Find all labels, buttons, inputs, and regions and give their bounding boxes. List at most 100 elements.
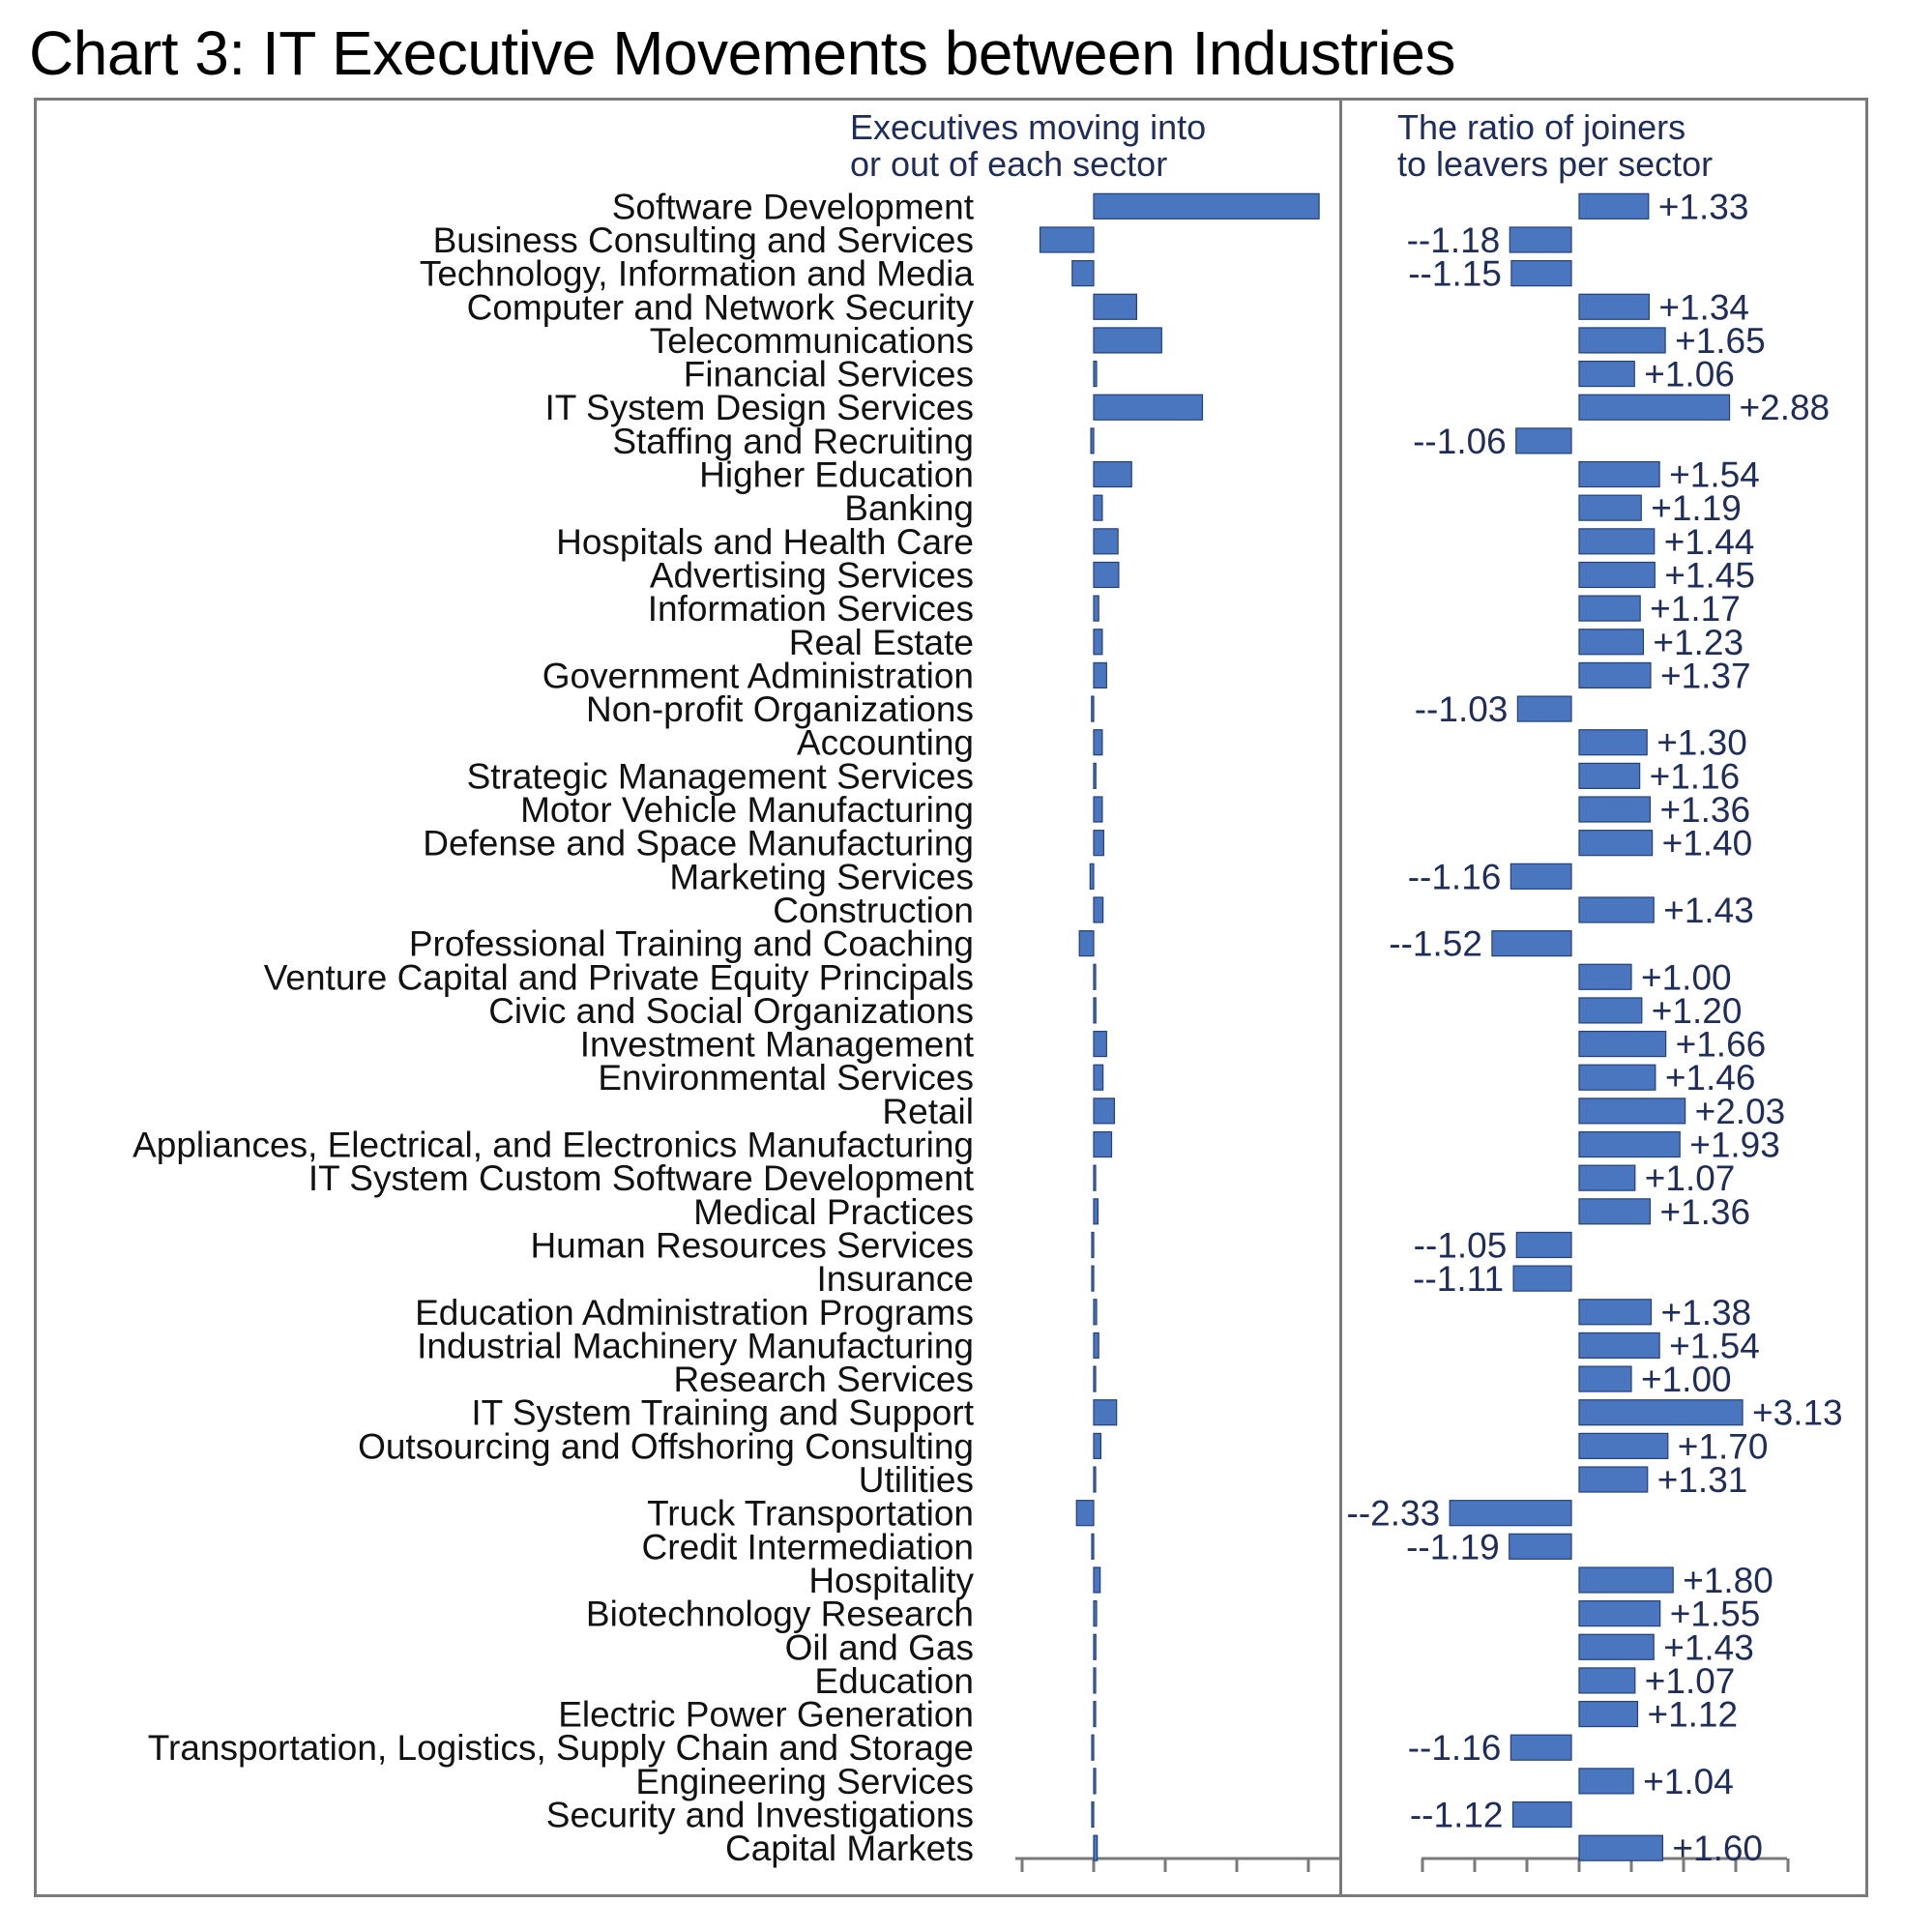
category-label-3: Computer and Network Security [467, 287, 975, 327]
category-label-28: Appliances, Electrical, and Electronics … [132, 1126, 974, 1165]
right-value-label-14: +1.37 [1660, 656, 1751, 695]
category-label-31: Human Resources Services [530, 1225, 974, 1265]
left-bar-40 [1091, 1533, 1095, 1560]
category-label-13: Real Estate [789, 623, 974, 662]
right-bar-47 [1578, 1768, 1634, 1795]
category-label-26: Environmental Services [598, 1058, 974, 1098]
right-value-label-5: +1.06 [1644, 355, 1735, 395]
right-value-label-24: +1.20 [1652, 991, 1743, 1031]
left-panel-title-line-0: Executives moving into [850, 107, 1207, 147]
right-bar-32 [1512, 1265, 1572, 1292]
right-bar-26 [1578, 1064, 1656, 1091]
left-bar-9 [1093, 494, 1103, 521]
category-label-47: Engineering Services [635, 1762, 974, 1801]
right-bar-17 [1578, 762, 1641, 789]
left-bar-8 [1093, 460, 1132, 488]
right-bar-2 [1510, 260, 1572, 287]
right-value-label-31: --1.05 [1414, 1225, 1508, 1265]
category-label-48: Security and Investigations [546, 1796, 974, 1835]
right-value-label-22: --1.52 [1389, 924, 1482, 964]
category-label-21: Construction [773, 891, 974, 930]
right-value-label-37: +1.70 [1678, 1426, 1769, 1466]
left-bar-6 [1093, 394, 1204, 421]
right-bar-42 [1578, 1600, 1661, 1627]
category-label-17: Strategic Management Services [467, 756, 974, 796]
left-bar-36 [1093, 1399, 1118, 1426]
left-bar-44 [1093, 1667, 1097, 1694]
right-value-label-45: +1.12 [1647, 1695, 1738, 1735]
right-bar-18 [1578, 796, 1652, 823]
right-bar-19 [1578, 830, 1654, 857]
right-bar-3 [1578, 293, 1650, 320]
right-value-label-36: +3.13 [1752, 1393, 1843, 1433]
right-bar-5 [1578, 360, 1635, 388]
left-bar-2 [1071, 260, 1095, 287]
left-bar-10 [1093, 528, 1119, 555]
category-label-10: Hospitals and Health Care [556, 522, 974, 562]
category-label-4: Telecommunications [650, 321, 974, 361]
right-bar-6 [1578, 394, 1731, 421]
right-value-label-11: +1.45 [1664, 555, 1755, 595]
right-value-label-26: +1.46 [1665, 1058, 1756, 1098]
left-bar-27 [1093, 1098, 1116, 1125]
right-value-label-46: --1.16 [1408, 1728, 1502, 1768]
category-label-38: Utilities [859, 1460, 974, 1500]
right-value-label-2: --1.15 [1408, 254, 1502, 294]
right-value-label-1: --1.18 [1407, 220, 1501, 260]
category-label-37: Outsourcing and Offshoring Consulting [358, 1426, 974, 1466]
left-bar-18 [1093, 796, 1103, 823]
category-label-41: Hospitality [808, 1561, 974, 1600]
right-bar-41 [1578, 1566, 1674, 1594]
category-label-12: Information Services [648, 589, 974, 629]
right-bar-16 [1578, 729, 1648, 756]
left-bar-32 [1091, 1265, 1095, 1292]
category-label-27: Retail [882, 1092, 974, 1131]
left-bar-21 [1093, 896, 1104, 923]
right-value-label-43: +1.43 [1663, 1627, 1754, 1667]
left-bar-16 [1093, 729, 1103, 756]
category-label-30: Medical Practices [693, 1192, 974, 1232]
left-bar-12 [1093, 595, 1099, 622]
left-bar-38 [1093, 1466, 1097, 1493]
category-label-46: Transportation, Logistics, Supply Chain … [148, 1728, 974, 1768]
left-panel-title: Executives moving into or out of each sec… [850, 109, 1206, 183]
category-label-39: Truck Transportation [647, 1494, 974, 1534]
category-label-25: Investment Management [580, 1025, 975, 1065]
right-value-label-4: +1.65 [1675, 321, 1766, 361]
right-bar-33 [1578, 1299, 1653, 1326]
category-label-18: Motor Vehicle Manufacturing [520, 790, 974, 830]
right-value-label-0: +1.33 [1658, 187, 1749, 226]
right-bar-46 [1509, 1734, 1572, 1761]
right-value-label-12: +1.17 [1650, 589, 1741, 629]
right-value-label-20: --1.16 [1408, 857, 1502, 896]
category-label-42: Biotechnology Research [586, 1595, 974, 1634]
category-label-34: Industrial Machinery Manufacturing [417, 1326, 974, 1365]
right-value-label-18: +1.36 [1659, 790, 1750, 830]
right-value-label-30: +1.36 [1659, 1192, 1750, 1232]
right-bar-29 [1578, 1164, 1636, 1191]
category-label-6: IT System Design Services [545, 388, 974, 427]
category-label-35: Research Services [673, 1360, 974, 1399]
right-value-label-28: +1.93 [1689, 1126, 1780, 1165]
category-label-16: Accounting [797, 723, 974, 763]
chart-frame [34, 98, 1868, 1897]
left-bar-17 [1093, 762, 1097, 789]
right-value-label-38: +1.31 [1657, 1460, 1748, 1500]
left-bar-19 [1093, 830, 1104, 857]
right-bar-30 [1578, 1198, 1652, 1225]
left-bar-41 [1093, 1566, 1101, 1594]
right-bar-8 [1578, 460, 1660, 488]
right-value-label-49: +1.60 [1672, 1829, 1763, 1868]
category-label-36: IT System Training and Support [471, 1393, 974, 1433]
category-label-49: Capital Markets [725, 1829, 974, 1868]
right-bar-24 [1578, 997, 1643, 1024]
category-label-14: Government Administration [542, 656, 974, 695]
left-bar-28 [1093, 1130, 1113, 1158]
right-value-label-47: +1.04 [1643, 1762, 1734, 1801]
right-value-label-29: +1.07 [1645, 1158, 1736, 1198]
left-bar-29 [1093, 1164, 1097, 1191]
right-value-label-44: +1.07 [1645, 1661, 1736, 1701]
category-label-5: Financial Services [684, 355, 974, 395]
left-bar-49 [1093, 1834, 1099, 1861]
right-bar-45 [1578, 1700, 1639, 1728]
